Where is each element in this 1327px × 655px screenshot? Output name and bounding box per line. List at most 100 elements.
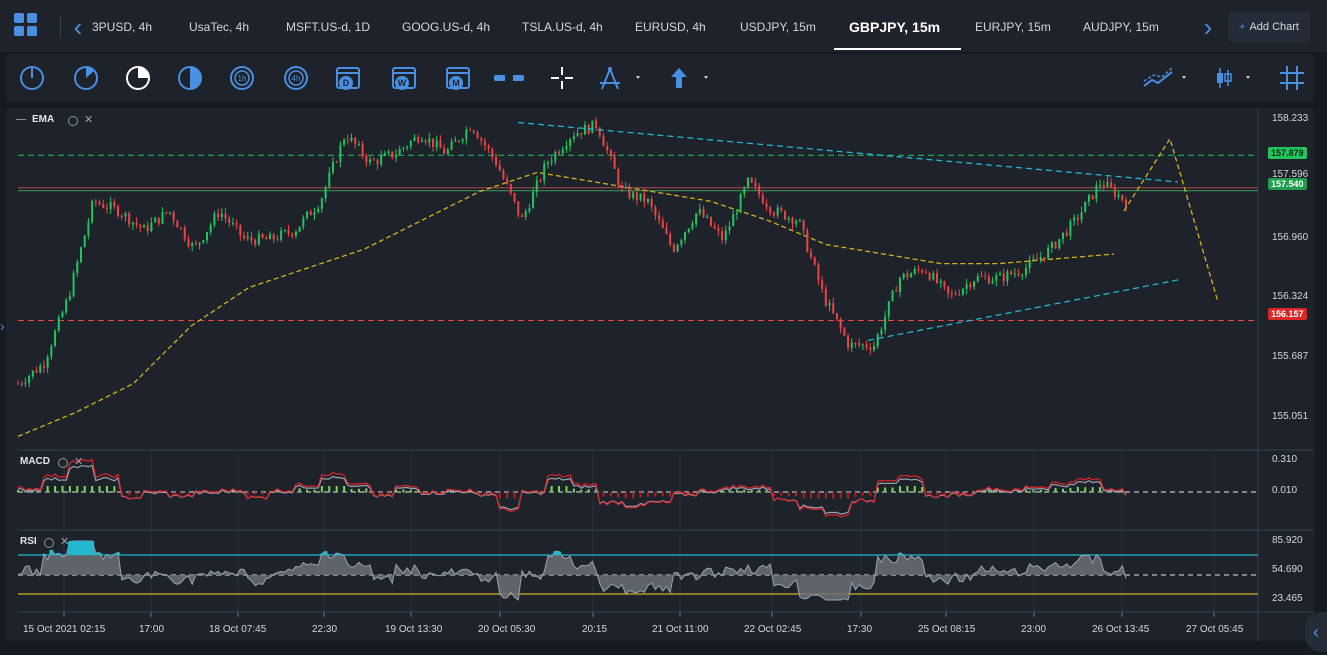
ema-settings-icon[interactable] (68, 116, 78, 126)
tab-goog-4h[interactable]: GOOG.US-d, 4h (402, 20, 491, 34)
macd-histogram-bar (602, 492, 605, 497)
drawing-tools-icon[interactable] (596, 64, 642, 92)
rsi-settings-icon[interactable] (44, 538, 54, 548)
macd-histogram-bar (617, 492, 620, 498)
candle-body (76, 261, 79, 273)
candle-body (491, 148, 494, 157)
chart-panel[interactable]: — EMA ✕ MACD ✕ RSI ✕ 158.233 157.596 156.… (6, 108, 1314, 641)
candle-body (513, 193, 516, 202)
tab-msft-1d[interactable]: MSFT.US-d, 1D (286, 20, 371, 34)
clock-15m-icon[interactable] (124, 64, 152, 92)
macd-settings-icon[interactable] (58, 458, 68, 468)
macd-histogram-bar (172, 492, 175, 494)
tab-usdjpy-15m[interactable]: USDJPY, 15m (740, 20, 816, 34)
candle-body (795, 221, 798, 224)
left-panel-expand-icon[interactable]: › (0, 318, 5, 334)
macd-histogram-bar (795, 492, 798, 497)
rsi-overbought-fill (78, 541, 83, 555)
candle-body (609, 150, 612, 156)
candle-body (294, 231, 297, 236)
candle-body (428, 138, 431, 143)
tab-eurjpy-15m[interactable]: EURJPY, 15m (975, 20, 1051, 34)
arrow-up-icon[interactable] (668, 64, 714, 92)
candle-body (939, 281, 942, 283)
candle-body (176, 220, 179, 228)
candle-body (965, 284, 968, 289)
candle-body (672, 244, 675, 252)
candle-body (39, 365, 42, 373)
macd-histogram-bar (646, 492, 649, 497)
tab-audjpy-15m[interactable]: AUDJPY, 15m (1083, 20, 1159, 34)
tab-gbpusd-4h[interactable]: 3PUSD, 4h (92, 20, 153, 34)
clock-30m-icon[interactable] (176, 64, 204, 92)
rsi-overbought-fill (82, 541, 87, 555)
collapse-panel-button[interactable]: ‹ (1305, 612, 1327, 652)
candle-body (406, 146, 409, 148)
candle-body (884, 316, 887, 330)
clock-1m-icon[interactable] (18, 64, 46, 92)
candle-body (1036, 258, 1039, 260)
candle-body (1010, 271, 1013, 275)
candle-body (417, 137, 420, 142)
ema-close-icon[interactable]: ✕ (84, 114, 94, 126)
macd-histogram-bar (54, 486, 57, 493)
candle-body (361, 144, 364, 156)
candle-body (791, 217, 794, 224)
collapse-dash-icon[interactable]: — (16, 114, 26, 125)
candle-body (758, 186, 761, 195)
price-tick-hidden: 157.596 (1272, 169, 1309, 180)
candle-type-icon[interactable] (1212, 64, 1254, 92)
candle-body (1121, 194, 1124, 200)
clock-4h-icon[interactable]: 4h (282, 64, 310, 92)
candle-body (320, 198, 323, 209)
candle-body (565, 146, 568, 150)
macd-signal-line (17, 464, 1127, 515)
candle-body (283, 230, 286, 232)
candle-body (298, 226, 301, 232)
macd-histogram-bar (135, 492, 138, 495)
rsi-close-icon[interactable]: ✕ (60, 536, 70, 548)
ema-label: — EMA (16, 114, 55, 125)
macd-histogram-bar (1054, 488, 1057, 493)
candle-body (721, 230, 724, 241)
tab-usatec-4h[interactable]: UsaTec, 4h (189, 20, 250, 34)
clock-1h-icon[interactable]: 1h (228, 64, 256, 92)
candle-body (1028, 260, 1031, 269)
macd-histogram-bar (654, 492, 657, 497)
macd-histogram-bar (1047, 490, 1050, 493)
add-chart-button[interactable]: + Add Chart (1228, 12, 1310, 42)
divider (60, 16, 61, 38)
chart-canvas[interactable] (6, 108, 1314, 641)
tabs-scroll-left-icon[interactable]: ‹ (73, 12, 83, 42)
calendar-month-icon[interactable]: M (444, 64, 472, 92)
clock-5m-icon[interactable] (72, 64, 100, 92)
macd-histogram-bar (587, 489, 590, 493)
macd-close-icon[interactable]: ✕ (74, 456, 84, 468)
candle-body (1073, 217, 1076, 221)
tab-eurusd-4h[interactable]: EURUSD, 4h (635, 20, 706, 34)
candle-body (450, 141, 453, 150)
crosshair-icon[interactable] (548, 64, 576, 92)
time-tick: 25 Oct 08:15 (918, 624, 976, 635)
macd-histogram-bar (61, 486, 64, 493)
candle-body (1106, 182, 1109, 188)
calendar-week-icon[interactable]: W (390, 64, 418, 92)
red-level-badge: 156.157 (1268, 308, 1307, 320)
candle-body (1069, 220, 1072, 236)
candle-body (476, 132, 479, 139)
tab-tsla-4h[interactable]: TSLA.US-d, 4h (522, 20, 603, 34)
layout-grid-icon[interactable] (14, 13, 42, 41)
macd-histogram-bar (469, 490, 472, 493)
calendar-day-icon[interactable]: D (334, 64, 362, 92)
indicators-icon[interactable] (1142, 64, 1190, 92)
macd-histogram-bar (17, 489, 19, 493)
horizontal-line-icon[interactable] (492, 64, 526, 92)
rsi-overbought-fill (897, 552, 902, 555)
price-tick: 155.051 (1272, 411, 1309, 422)
grid-toggle-icon[interactable] (1278, 64, 1306, 92)
candle-body (680, 239, 683, 245)
tab-gbpjpy-15m[interactable]: GBPJPY, 15m (849, 19, 941, 35)
time-tick: 27 Oct 05:45 (1186, 624, 1244, 635)
macd-histogram-bar (261, 492, 264, 495)
tabs-scroll-right-icon[interactable]: › (1203, 12, 1213, 42)
